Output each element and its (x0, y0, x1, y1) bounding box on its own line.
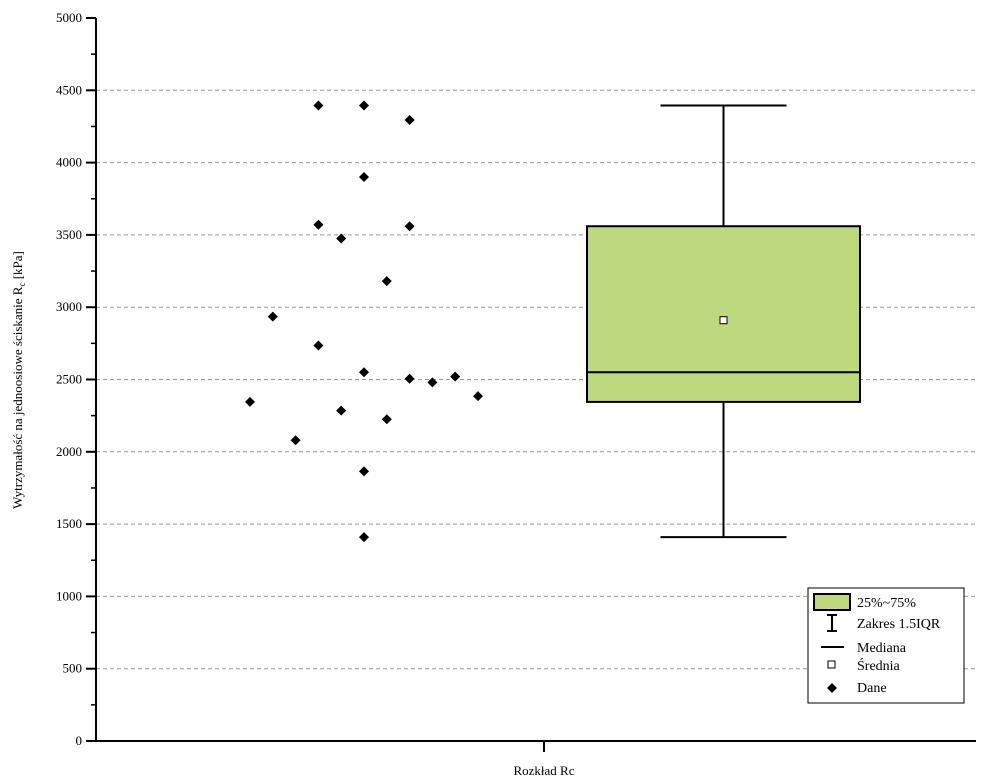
data-point (245, 396, 255, 407)
data-point (336, 233, 347, 244)
data-point (290, 435, 301, 446)
data-point (359, 100, 369, 111)
data-point (404, 373, 415, 384)
y-tick-label: 500 (63, 661, 83, 676)
data-point (427, 377, 438, 388)
legend-swatch-whisker (827, 614, 837, 632)
axes (95, 18, 976, 752)
y-axis-title: Wytrzymałość na jednoosiowe ściskanie Rc… (10, 251, 27, 509)
data-point (359, 172, 369, 183)
data-point (450, 371, 461, 382)
y-axis-title-unit: [kPa] (10, 251, 25, 282)
y-tick-label: 2000 (56, 444, 82, 459)
data-point (313, 219, 324, 230)
y-tick-label: 3500 (56, 227, 82, 242)
iqr-box (586, 225, 861, 403)
data-point (313, 100, 324, 111)
y-tick-label: 0 (76, 733, 83, 748)
y-tick-label: 5000 (56, 10, 82, 25)
legend-label-data: Dane (857, 681, 887, 696)
mean-marker (719, 316, 728, 325)
data-point (359, 532, 369, 543)
y-tick-label: 3000 (56, 299, 82, 314)
data-point (313, 340, 324, 351)
data-point (473, 391, 483, 402)
data-point (381, 276, 392, 287)
y-axis-title-main: Wytrzymałość na jednoosiowe ściskanie R (10, 286, 25, 509)
y-axis-ticks: 0 500 1000 1500 2000 2500 3000 3500 4000 4500 5000 (56, 10, 96, 748)
data-point (381, 414, 392, 425)
data-point (336, 405, 347, 416)
legend-label-mean: Średnia (857, 657, 901, 674)
x-axis-title: Rozkład Rc (513, 763, 574, 778)
legend: 25%~75% Zakres 1.5IQR Mediana Średnia Da… (807, 587, 965, 704)
box-group (586, 104, 861, 539)
y-tick-label: 4500 (56, 82, 82, 97)
data-point (404, 221, 415, 232)
y-tick-label: 4000 (56, 155, 82, 170)
legend-label-box: 25%~75% (857, 596, 916, 611)
data-point (404, 114, 415, 125)
data-point (267, 311, 278, 322)
legend-swatch-box (813, 593, 851, 611)
y-axis-title-subscript: c (17, 283, 27, 287)
data-points (245, 100, 483, 543)
y-tick-label: 1000 (56, 588, 82, 603)
legend-swatch-mean (827, 660, 836, 669)
data-point (359, 367, 369, 378)
legend-swatch-data (827, 683, 837, 693)
legend-label-whisker: Zakres 1.5IQR (857, 617, 941, 632)
y-tick-label: 1500 (56, 516, 82, 531)
legend-label-median: Mediana (857, 641, 907, 656)
y-tick-label: 2500 (56, 372, 82, 387)
data-point (359, 466, 369, 477)
